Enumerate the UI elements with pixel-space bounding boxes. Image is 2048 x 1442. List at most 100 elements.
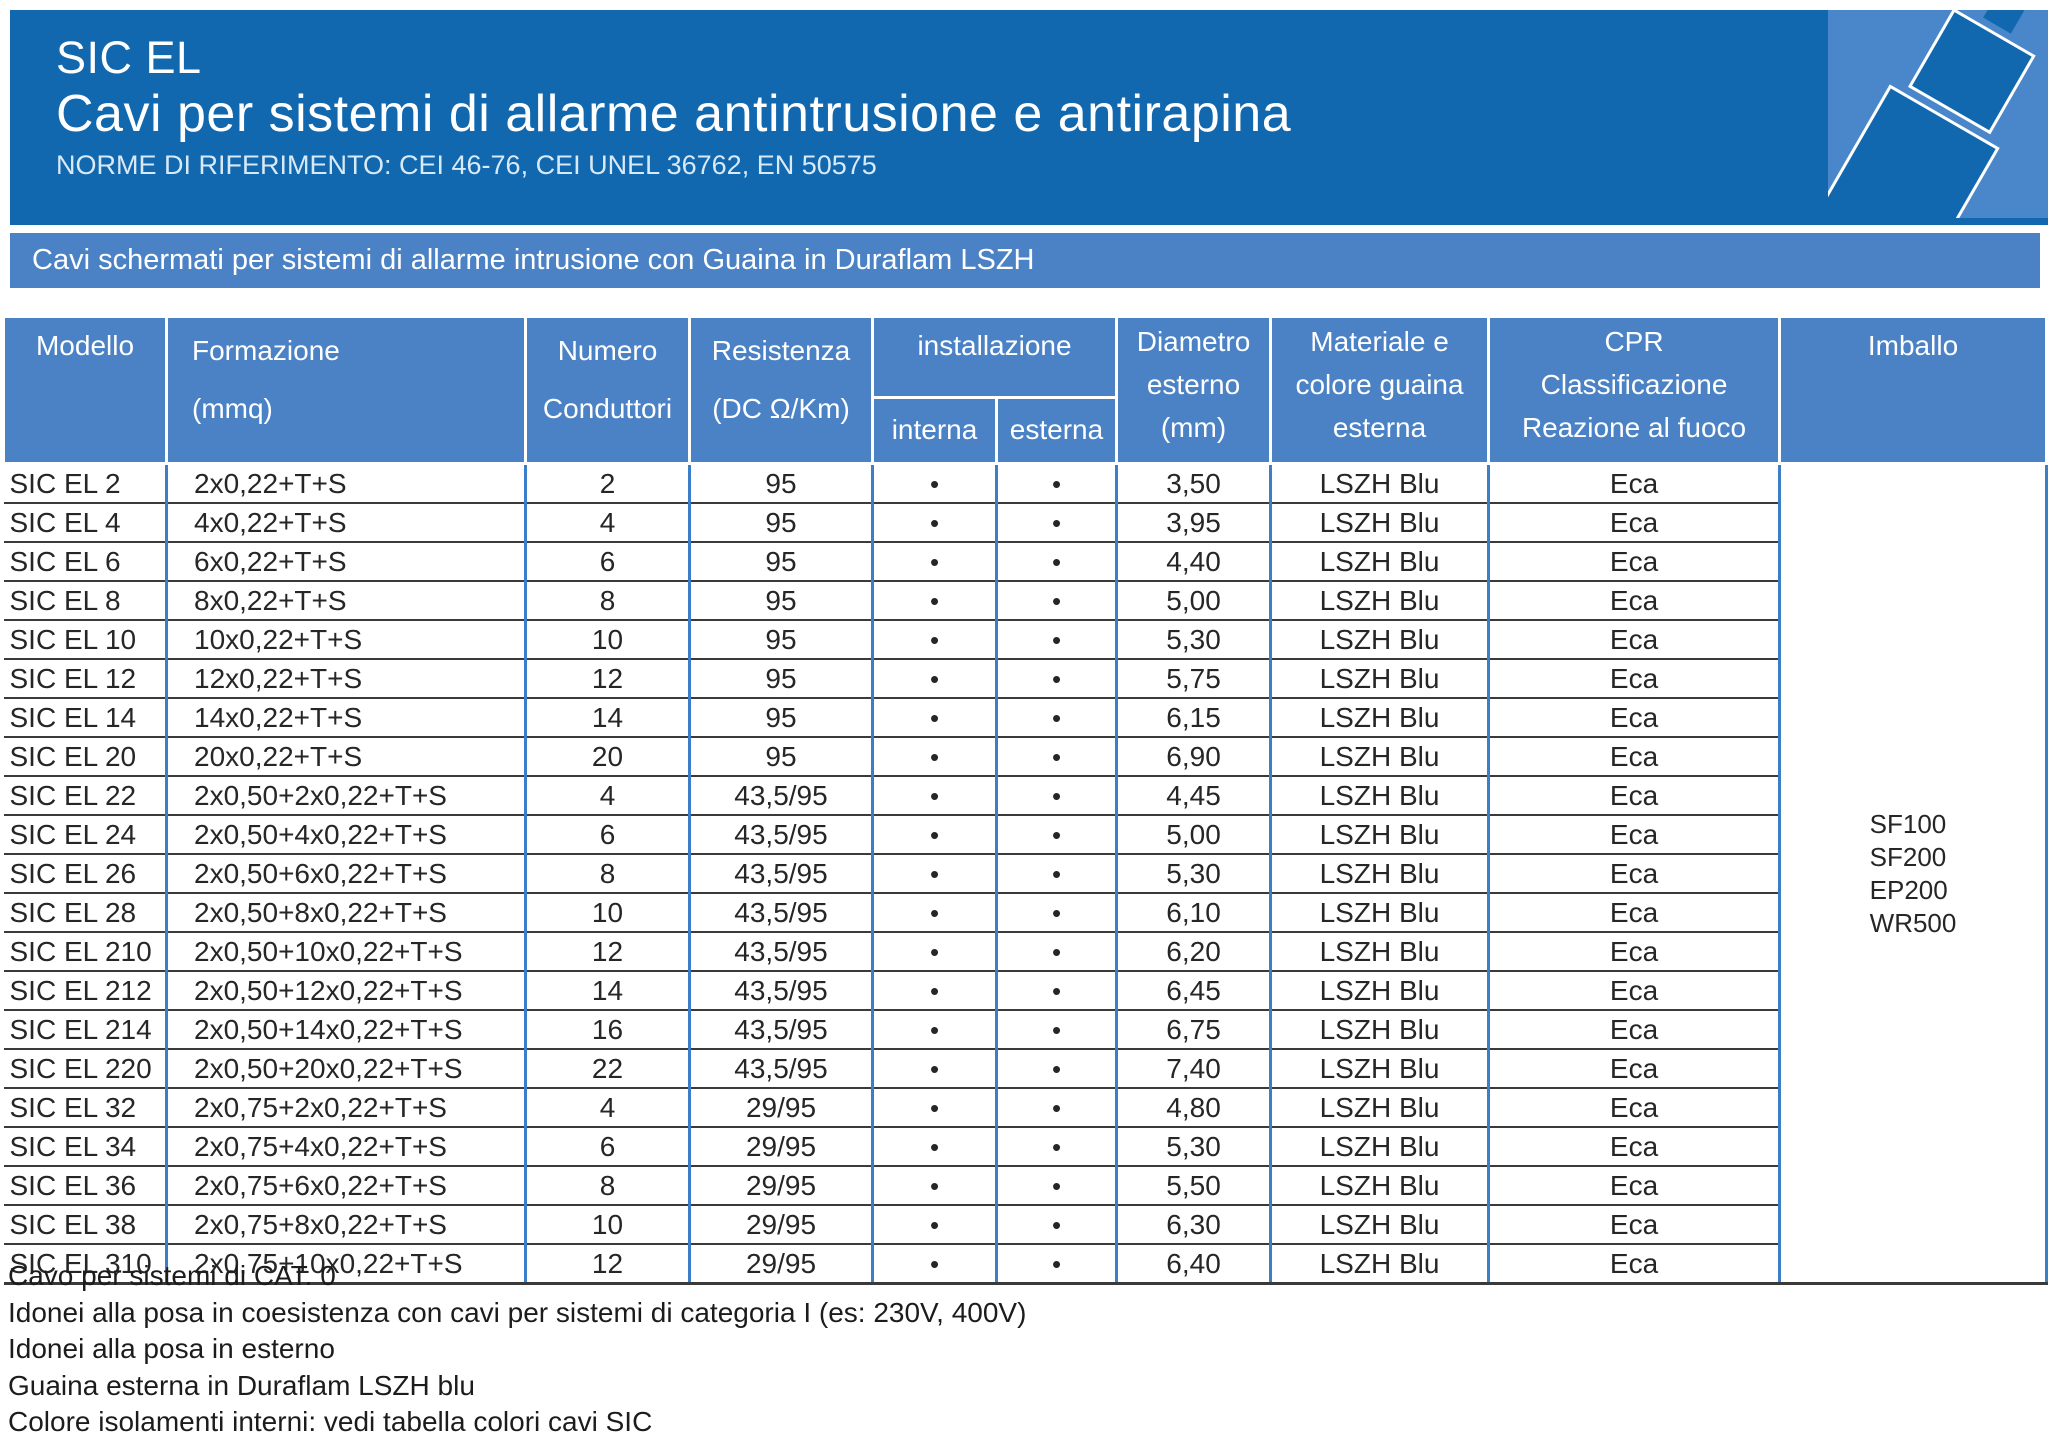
cell-diametro: 5,30 <box>1116 620 1273 660</box>
cell-esterna: • <box>996 737 1119 777</box>
table-row: SIC EL 32 2x0,75+2x0,22+T+S 4 29/95 • • 4,80 LS… <box>3 1088 2047 1128</box>
cell-conduttori: 8 <box>525 581 691 621</box>
cell-interna: • <box>872 971 998 1011</box>
cell-interna: • <box>872 542 998 582</box>
page-subtitle: Cavi per sistemi di allarme antintrusion… <box>56 85 1292 143</box>
cell-conduttori: 4 <box>525 1088 691 1128</box>
cell-resistenza: 95 <box>689 463 874 504</box>
cell-cpr: Eca <box>1488 1049 1782 1089</box>
cell-conduttori: 16 <box>525 1010 691 1050</box>
cell-interna: • <box>872 463 998 504</box>
cell-materiale: LSZH Blu <box>1270 659 1491 699</box>
note-line: Guaina esterna in Duraflam LSZH blu <box>8 1369 475 1401</box>
cell-interna: • <box>872 932 998 972</box>
cell-diametro: 6,30 <box>1116 1205 1273 1245</box>
cell-conduttori: 14 <box>525 971 691 1011</box>
cell-resistenza: 43,5/95 <box>689 815 874 855</box>
cell-interna: • <box>872 620 998 660</box>
cell-materiale: LSZH Blu <box>1270 893 1491 933</box>
cell-modello: SIC EL 20 <box>3 737 168 777</box>
cell-esterna: • <box>996 1244 1119 1285</box>
cell-modello: SIC EL 6 <box>3 542 168 582</box>
table-row: SIC EL 26 2x0,50+6x0,22+T+S 8 43,5/95 • • 5,30… <box>3 854 2047 894</box>
cell-diametro: 6,75 <box>1116 1010 1273 1050</box>
cell-materiale: LSZH Blu <box>1270 854 1491 894</box>
cell-diametro: 5,75 <box>1116 659 1273 699</box>
table-row: SIC EL 22 2x0,50+2x0,22+T+S 4 43,5/95 • • 4,45… <box>3 776 2047 816</box>
col-header-cpr: CPR Classificazione Reazione al fuoco <box>1487 315 1782 465</box>
cell-materiale: LSZH Blu <box>1270 932 1491 972</box>
cell-formazione: 2x0,50+4x0,22+T+S <box>166 815 527 855</box>
cell-esterna: • <box>996 1010 1119 1050</box>
cell-materiale: LSZH Blu <box>1270 620 1491 660</box>
footer-notes: Cavo per sistemi di CAT. 0 Idonei alla p… <box>8 1258 1026 1441</box>
cell-materiale: LSZH Blu <box>1270 1127 1491 1167</box>
note-line: Idonei alla posa in esterno <box>8 1333 335 1364</box>
cell-resistenza: 29/95 <box>689 1244 874 1285</box>
cell-cpr: Eca <box>1488 1088 1782 1128</box>
table-row: SIC EL 212 2x0,50+12x0,22+T+S 14 43,5/95 • • 6… <box>3 971 2047 1011</box>
cell-resistenza: 29/95 <box>689 1088 874 1128</box>
cell-modello: SIC EL 36 <box>3 1166 168 1206</box>
cell-esterna: • <box>996 815 1119 855</box>
table-body: SIC EL 2 2x0,22+T+S 2 95 • • 3,50 LSZH Blu Eca SF… <box>3 463 2048 1285</box>
cell-esterna: • <box>996 698 1119 738</box>
cell-interna: • <box>872 854 998 894</box>
cell-esterna: • <box>996 1166 1119 1206</box>
cell-materiale: LSZH Blu <box>1270 463 1491 504</box>
col-header-interna: interna <box>871 396 998 465</box>
cell-cpr: Eca <box>1488 620 1782 660</box>
cell-interna: • <box>872 1127 998 1167</box>
cell-resistenza: 29/95 <box>689 1166 874 1206</box>
cell-resistenza: 43,5/95 <box>689 971 874 1011</box>
cell-formazione: 2x0,50+6x0,22+T+S <box>166 854 527 894</box>
cell-esterna: • <box>996 932 1119 972</box>
cell-interna: • <box>872 1205 998 1245</box>
cell-resistenza: 29/95 <box>689 1205 874 1245</box>
cell-resistenza: 43,5/95 <box>689 893 874 933</box>
cell-diametro: 6,20 <box>1116 932 1273 972</box>
header-text-block: SIC EL Cavi per sistemi di allarme antin… <box>56 32 1291 182</box>
cell-modello: SIC EL 12 <box>3 659 168 699</box>
cell-interna: • <box>872 737 998 777</box>
cell-diametro: 4,40 <box>1116 542 1273 582</box>
table-row: SIC EL 4 4x0,22+T+S 4 95 • • 3,95 LSZH Blu Eca <box>3 503 2047 543</box>
cell-materiale: LSZH Blu <box>1270 1205 1491 1245</box>
table-row: SIC EL 220 2x0,50+20x0,22+T+S 22 43,5/95 • • 7… <box>3 1049 2047 1089</box>
cell-resistenza: 43,5/95 <box>689 932 874 972</box>
cell-esterna: • <box>996 620 1119 660</box>
cell-conduttori: 2 <box>525 463 691 504</box>
cell-interna: • <box>872 893 998 933</box>
cell-cpr: Eca <box>1488 1244 1782 1285</box>
cell-esterna: • <box>996 542 1119 582</box>
cell-formazione: 2x0,75+8x0,22+T+S <box>166 1205 527 1245</box>
cell-interna: • <box>872 815 998 855</box>
cell-resistenza: 95 <box>689 698 874 738</box>
cell-materiale: LSZH Blu <box>1270 1166 1491 1206</box>
table-row: SIC EL 214 2x0,50+14x0,22+T+S 16 43,5/95 • • 6… <box>3 1010 2047 1050</box>
cell-resistenza: 95 <box>689 737 874 777</box>
cell-cpr: Eca <box>1488 503 1782 543</box>
imballo-cell: SF100 SF200 EP200 WR500 <box>1779 463 2048 1285</box>
cell-esterna: • <box>996 971 1119 1011</box>
cell-diametro: 6,10 <box>1116 893 1273 933</box>
cell-resistenza: 43,5/95 <box>689 1049 874 1089</box>
note-line: Cavo per sistemi di CAT. 0 <box>8 1260 336 1291</box>
cell-modello: SIC EL 220 <box>3 1049 168 1089</box>
cell-diametro: 3,95 <box>1116 503 1273 543</box>
cell-conduttori: 4 <box>525 776 691 816</box>
cell-esterna: • <box>996 1205 1119 1245</box>
cell-conduttori: 10 <box>525 1205 691 1245</box>
cell-conduttori: 12 <box>525 1244 691 1285</box>
cell-cpr: Eca <box>1488 737 1782 777</box>
cell-conduttori: 20 <box>525 737 691 777</box>
cell-interna: • <box>872 1049 998 1089</box>
cable-connector-icon <box>1828 10 2048 218</box>
cell-modello: SIC EL 210 <box>3 932 168 972</box>
cell-modello: SIC EL 34 <box>3 1127 168 1167</box>
cell-conduttori: 6 <box>525 542 691 582</box>
cell-esterna: • <box>996 463 1119 504</box>
cell-interna: • <box>872 659 998 699</box>
cell-resistenza: 95 <box>689 581 874 621</box>
cell-cpr: Eca <box>1488 932 1782 972</box>
